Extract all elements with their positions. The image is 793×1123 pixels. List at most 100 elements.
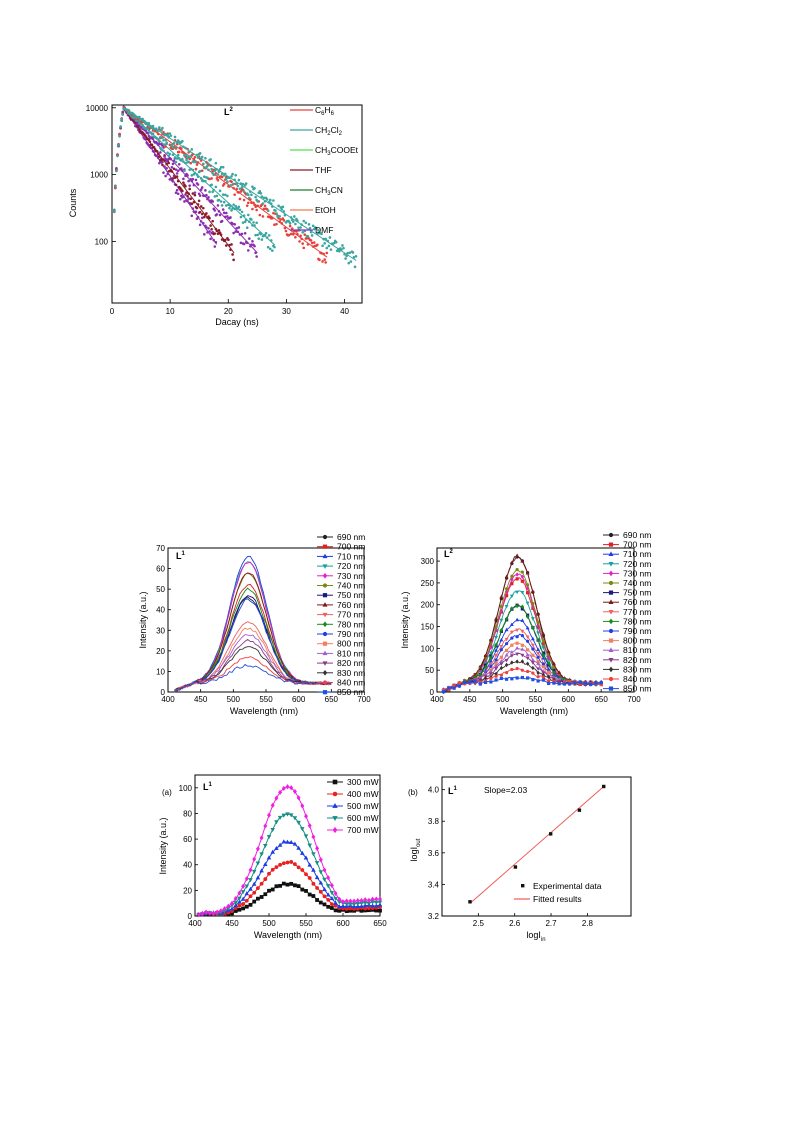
decay-data-point (176, 153, 180, 157)
decay-data-point (332, 241, 336, 245)
power-marker (300, 803, 305, 809)
decay-data-point (209, 237, 212, 241)
power-marker (244, 884, 250, 889)
power-marker (255, 896, 260, 901)
power-legend-label: 400 mW (347, 789, 379, 799)
decay-data-point (171, 177, 175, 180)
decay-data-point (113, 209, 116, 213)
experimental-point (468, 900, 472, 904)
spectrum-marker (536, 620, 540, 624)
power-marker (263, 843, 268, 849)
power-marker (337, 904, 342, 909)
decay-data-point (183, 154, 186, 157)
legend-label: 810 nm (337, 648, 365, 658)
spectrum-marker (505, 642, 509, 646)
decay-data-point (201, 206, 205, 210)
power-marker (322, 902, 327, 907)
power-marker (318, 889, 323, 894)
decay-data-point (248, 196, 251, 200)
decay-legend-text: CH (315, 185, 327, 195)
decay-data-point (219, 200, 223, 203)
decay-data-point (309, 239, 313, 242)
spectrum-marker (494, 653, 499, 658)
power-marker (200, 910, 205, 916)
spectrum-marker (541, 653, 546, 658)
y-tick-label: 0 (161, 688, 166, 697)
power-y-tick-label: 100 (179, 784, 193, 793)
decay-data-point (212, 173, 216, 177)
decay-legend-text: Cl (331, 125, 339, 135)
power-marker (255, 875, 261, 880)
decay-data-point (203, 215, 206, 219)
power-marker (278, 883, 283, 888)
spectrum-line (174, 561, 332, 692)
power-marker (304, 872, 308, 877)
power-marker (337, 896, 342, 902)
legend-label: 770 nm (337, 610, 365, 620)
x-tick-label: 700 (627, 695, 641, 704)
decay-data-point (216, 178, 220, 182)
spectrum-marker (520, 574, 525, 579)
spectrum-marker (525, 661, 530, 666)
decay-data-point (278, 215, 281, 218)
decay-data-point (216, 204, 220, 207)
decay-data-point (305, 237, 309, 240)
power-marker (237, 899, 242, 904)
decay-data-point (164, 157, 167, 161)
decay-data-point (280, 208, 284, 211)
decay-legend-text: CH (315, 125, 327, 135)
spectrum-marker (504, 574, 509, 579)
power-marker (304, 889, 308, 893)
spectrum-marker (494, 678, 498, 682)
power-marker (252, 890, 257, 895)
decay-fit-line (123, 107, 235, 254)
decay-data-point (191, 192, 195, 195)
legend-marker (322, 534, 328, 540)
decay-data-point (231, 222, 234, 225)
decay-data-point (177, 150, 181, 154)
decay-data-point (159, 135, 162, 139)
decay-data-point (229, 216, 232, 219)
spectrum-marker (525, 625, 530, 630)
spectrum-marker (536, 655, 540, 659)
decay-data-point (238, 197, 242, 201)
power-marker (307, 862, 312, 867)
spectrum-marker (515, 553, 520, 558)
power-marker (296, 865, 301, 870)
decay-data-point (209, 158, 212, 161)
power-marker (329, 896, 335, 901)
spectrum-marker (536, 661, 541, 666)
y-tick-label: 250 (421, 579, 435, 588)
spectrum-marker (547, 679, 551, 683)
decay-data-point (213, 245, 217, 248)
spectrum-marker (530, 643, 535, 648)
decay-y-tick-label: 10000 (86, 104, 109, 113)
experimental-point (513, 865, 518, 869)
decay-data-point (162, 171, 165, 174)
decay-legend-text: C (315, 105, 321, 115)
spectrum-marker (504, 616, 509, 621)
decay-data-point (166, 132, 169, 135)
decay-legend-label: CH3COOEt (315, 145, 359, 157)
decay-data-point (214, 185, 218, 189)
power-marker (274, 820, 279, 825)
power-legend-marker (332, 826, 338, 834)
spectrum-marker (520, 629, 525, 634)
decay-data-point (214, 172, 218, 175)
spectrum-marker (489, 680, 493, 684)
power-marker (233, 901, 238, 906)
power-marker (255, 886, 260, 891)
power-marker (248, 902, 253, 907)
legend-label: 760 nm (337, 600, 365, 610)
power-panel-tag: (a) (162, 788, 172, 797)
loglog-plot-frame (441, 776, 632, 917)
legend-marker (322, 583, 328, 588)
decay-data-point (189, 197, 193, 201)
spectrum-marker (557, 682, 561, 686)
power-marker (315, 898, 320, 902)
decay-data-point (220, 204, 224, 207)
decay-data-point (197, 199, 201, 203)
power-y-axis-label: Intensity (a.u.) (158, 817, 168, 874)
decay-data-point (168, 143, 172, 147)
